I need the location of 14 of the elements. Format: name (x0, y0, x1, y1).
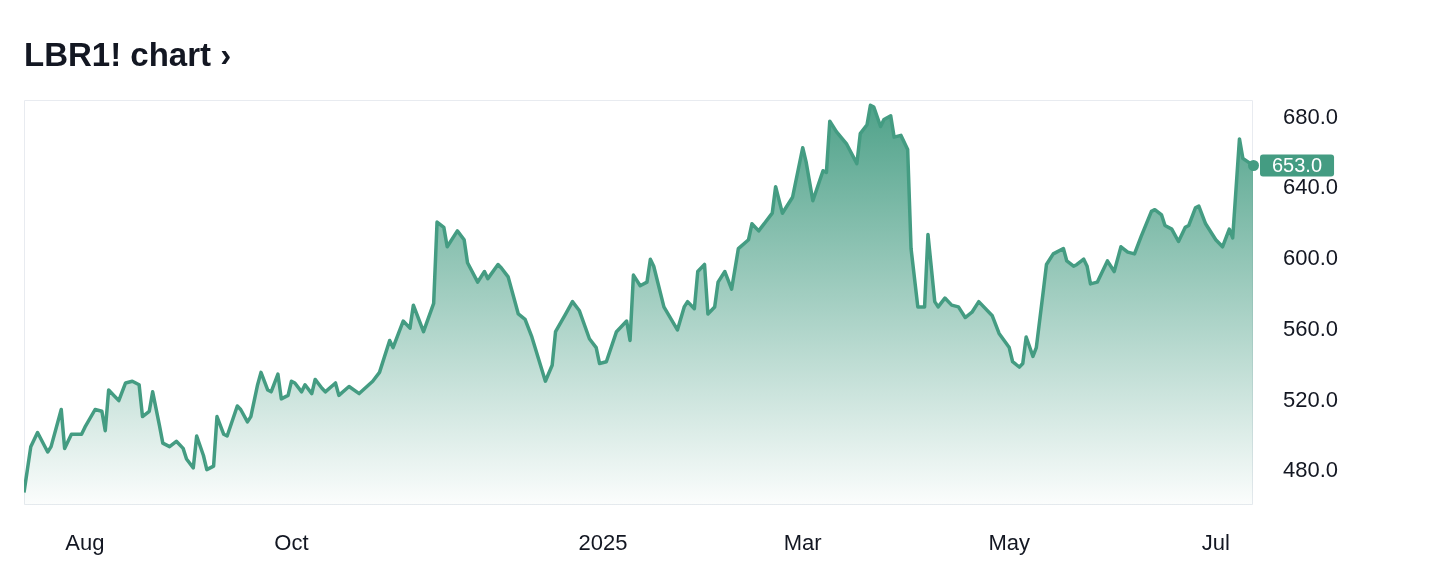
y-tick-label: 560.0 (1283, 315, 1339, 341)
x-tick-label: Aug (65, 530, 105, 556)
chart-title: LBR1! chart › (24, 36, 232, 74)
x-tick-label: May (988, 530, 1031, 556)
annotation: 653.0 (1272, 153, 1323, 176)
y-tick-label: 680.0 (1283, 103, 1339, 129)
y-tick-label: 640.0 (1283, 174, 1339, 200)
y-tick-label: 520.0 (1283, 386, 1339, 412)
y-tick-label: 480.0 (1283, 457, 1339, 483)
x-tick-label: Oct (274, 530, 309, 556)
y-tick-label: 600.0 (1283, 245, 1339, 271)
x-tick-label: Jul (1201, 530, 1230, 556)
x-tick-label: 2025 (578, 530, 628, 556)
x-tick-label: Mar (783, 530, 822, 556)
